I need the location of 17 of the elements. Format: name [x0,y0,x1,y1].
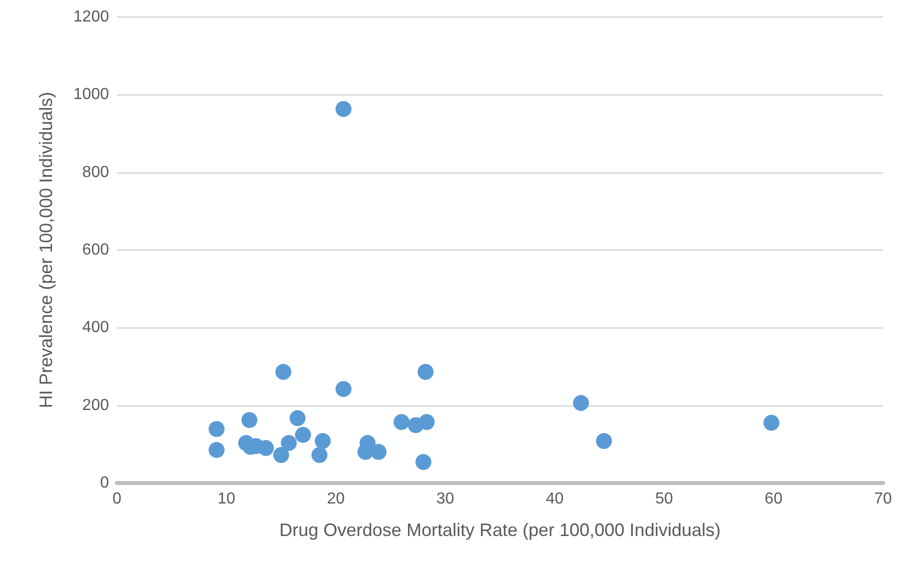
x-axis-title: Drug Overdose Mortality Rate (per 100,000 Individuals) [279,520,721,540]
x-tick-label: 30 [436,490,454,508]
y-axis-title: HI Prevalence (per 100,000 Individuals) [36,92,56,408]
x-tick-label: 40 [546,490,564,508]
y-tick-label: 400 [82,319,110,336]
y-tick-label: 200 [82,396,110,414]
y-tick-label: 1000 [73,86,110,104]
y-tick-label: 800 [82,164,110,181]
x-tick-label: 60 [764,490,783,508]
y-tick-label: 1200 [73,8,110,26]
y-tick-label: 0 [100,474,110,492]
x-tick-label: 10 [218,490,236,508]
y-tick-label: 600 [82,242,110,258]
x-tick-label: 70 [874,490,892,508]
x-tick-label: 20 [326,490,345,508]
x-tick-label: 50 [655,490,674,508]
x-tick-label: 0 [112,490,122,508]
